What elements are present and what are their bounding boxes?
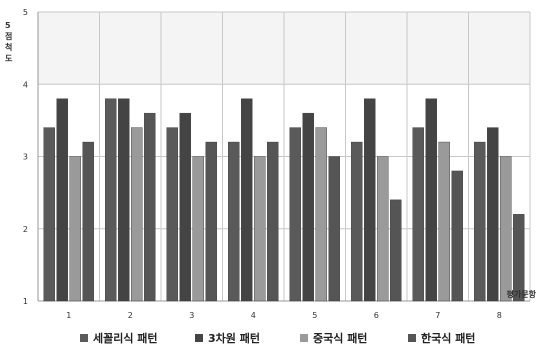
legend-label: 3차원 패턴	[208, 332, 260, 345]
bar	[412, 127, 424, 302]
y-tick-label: 4	[23, 80, 28, 89]
y-tick-label: 5	[23, 8, 28, 17]
legend-item: 3차원 패턴	[195, 330, 260, 346]
bar	[513, 214, 525, 302]
bar	[289, 127, 301, 302]
bar	[118, 98, 130, 302]
bar	[179, 112, 191, 302]
bar	[131, 127, 143, 302]
y-tick-label: 2	[23, 225, 28, 234]
y-axis-label: 도	[5, 54, 13, 63]
bar	[302, 112, 314, 302]
x-axis-label: 평가문항	[507, 289, 537, 299]
legend-label: 세꼴리식 패턴	[93, 332, 158, 345]
legend-swatch	[408, 334, 416, 342]
x-tick-label: 2	[128, 311, 133, 320]
bar	[474, 141, 486, 302]
bar	[82, 141, 94, 302]
legend-swatch	[300, 334, 308, 342]
bar	[315, 127, 327, 302]
x-tick-label: 1	[66, 311, 71, 320]
legend-swatch	[195, 334, 203, 342]
x-tick-label: 8	[497, 311, 502, 320]
x-tick-label: 3	[189, 311, 194, 320]
y-tick-label: 3	[23, 153, 28, 162]
y-axis-label: 척	[5, 42, 12, 52]
bar	[451, 170, 463, 302]
bar	[500, 156, 512, 302]
bar	[425, 98, 437, 302]
y-axis-label: 점	[5, 31, 12, 41]
bar	[328, 156, 340, 302]
bar	[166, 127, 178, 302]
bar	[377, 156, 389, 302]
y-axis-label: 5	[5, 21, 11, 30]
x-tick-label: 5	[312, 311, 317, 320]
x-tick-label: 4	[251, 311, 256, 320]
bar	[228, 141, 240, 302]
x-tick-label: 7	[435, 311, 440, 320]
bar	[205, 141, 217, 302]
bar	[192, 156, 204, 302]
legend-swatch	[80, 334, 88, 342]
bar	[351, 141, 363, 302]
bar	[267, 141, 279, 302]
bar	[364, 98, 376, 302]
legend-label: 중국식 패턴	[313, 332, 368, 345]
legend: 세꼴리식 패턴 3차원 패턴 중국식 패턴 한국식 패턴	[0, 330, 542, 350]
bar	[254, 156, 266, 302]
bar	[241, 98, 253, 302]
bar	[56, 98, 68, 302]
legend-label: 한국식 패턴	[421, 332, 476, 345]
bar	[487, 127, 499, 302]
y-tick-label: 1	[23, 297, 28, 306]
x-tick-label: 6	[374, 311, 379, 320]
bar	[105, 98, 117, 302]
bar	[390, 199, 402, 302]
bar	[43, 127, 55, 302]
legend-item: 중국식 패턴	[300, 330, 367, 346]
legend-item: 세꼴리식 패턴	[80, 330, 158, 346]
bar	[438, 141, 450, 302]
bar	[144, 112, 156, 302]
legend-item: 한국식 패턴	[408, 330, 475, 346]
bar	[69, 156, 81, 302]
